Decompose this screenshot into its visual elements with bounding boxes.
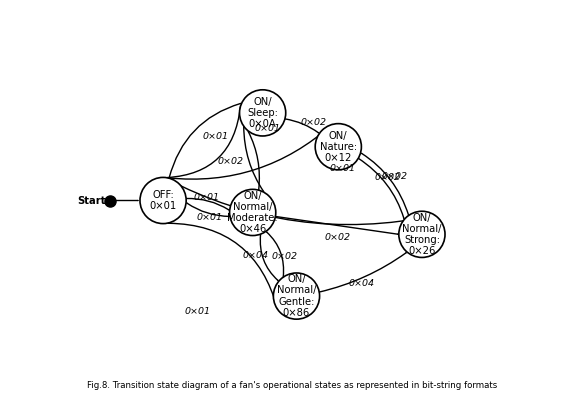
FancyArrowPatch shape	[165, 178, 435, 225]
FancyArrowPatch shape	[319, 253, 406, 292]
Text: Fig.8. Transition state diagram of a fan's operational states as represented in : Fig.8. Transition state diagram of a fan…	[87, 381, 498, 390]
FancyArrowPatch shape	[285, 119, 318, 133]
Text: ON/
Sleep:
0×0A: ON/ Sleep: 0×0A	[247, 97, 278, 129]
FancyArrowPatch shape	[168, 124, 332, 179]
Text: 0×04: 0×04	[348, 279, 374, 288]
Text: ON/
Normal/
Gentle:
0×86: ON/ Normal/ Gentle: 0×86	[277, 274, 316, 318]
Text: 0×02: 0×02	[375, 172, 401, 182]
Circle shape	[315, 124, 362, 170]
Text: ON/
Nature:
0×12: ON/ Nature: 0×12	[320, 131, 357, 163]
Text: 0×02: 0×02	[324, 233, 350, 242]
FancyArrowPatch shape	[260, 234, 278, 280]
Text: 0×01: 0×01	[185, 307, 211, 316]
FancyArrowPatch shape	[276, 217, 398, 234]
Text: 0×01: 0×01	[203, 132, 229, 142]
Text: 0×01: 0×01	[194, 193, 220, 202]
FancyArrowPatch shape	[362, 153, 409, 215]
FancyArrowPatch shape	[187, 203, 230, 217]
Text: Start: Start	[78, 196, 106, 205]
FancyArrowPatch shape	[168, 223, 277, 309]
Circle shape	[229, 189, 276, 235]
Text: OFF:
0×01: OFF: 0×01	[149, 190, 177, 211]
Text: ON/
Normal/
Moderate:
0×46: ON/ Normal/ Moderate: 0×46	[228, 190, 278, 234]
Text: 0×02: 0×02	[300, 118, 326, 127]
FancyArrowPatch shape	[249, 132, 259, 190]
Text: 0×02: 0×02	[382, 172, 408, 181]
Text: 0×04: 0×04	[243, 251, 269, 260]
Text: ON/
Normal/
Strong:
0×26: ON/ Normal/ Strong: 0×26	[402, 213, 442, 256]
Circle shape	[399, 211, 445, 257]
Text: 0×02: 0×02	[272, 252, 298, 261]
FancyArrowPatch shape	[267, 232, 284, 277]
Text: 0×02: 0×02	[218, 157, 244, 166]
Text: 0×01: 0×01	[196, 213, 222, 222]
Circle shape	[239, 90, 285, 136]
FancyArrowPatch shape	[186, 198, 229, 210]
Circle shape	[273, 273, 319, 319]
Text: 0×01: 0×01	[254, 124, 281, 134]
Text: 0×01: 0×01	[330, 164, 356, 172]
FancyArrowPatch shape	[358, 158, 404, 218]
FancyArrowPatch shape	[167, 107, 240, 178]
FancyArrowPatch shape	[244, 126, 264, 191]
Circle shape	[140, 177, 186, 224]
FancyArrowPatch shape	[169, 103, 240, 178]
